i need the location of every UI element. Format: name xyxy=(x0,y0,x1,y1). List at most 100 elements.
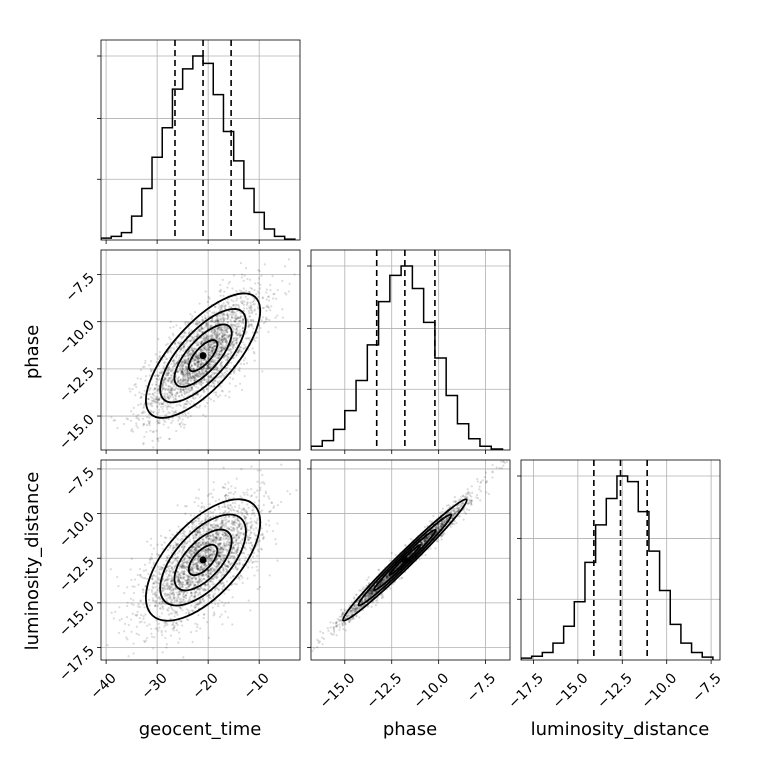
sample-point xyxy=(210,330,214,333)
sample-point xyxy=(198,555,202,558)
sample-point xyxy=(180,563,183,567)
sample-point xyxy=(234,486,237,490)
sample-point xyxy=(146,403,149,406)
sample-point xyxy=(226,520,229,524)
sample-point xyxy=(233,527,236,531)
sample-point xyxy=(208,555,211,558)
sample-point xyxy=(206,557,209,560)
sample-point xyxy=(214,333,217,336)
sample-point xyxy=(221,312,224,315)
sample-point xyxy=(152,574,155,577)
sample-point xyxy=(196,563,199,566)
sample-point xyxy=(221,278,224,281)
sample-point xyxy=(145,423,149,426)
sample-point xyxy=(262,481,265,484)
sample-point xyxy=(186,352,189,355)
sample-point xyxy=(203,370,206,373)
sample-point xyxy=(157,398,160,402)
sample-point xyxy=(214,532,217,535)
sample-point xyxy=(191,386,194,389)
sample-point xyxy=(192,520,196,524)
sample-point xyxy=(194,548,197,551)
sample-point xyxy=(198,535,201,538)
sample-point xyxy=(142,441,145,445)
sample-point xyxy=(274,326,277,329)
sample-point xyxy=(195,533,198,536)
sample-point xyxy=(246,577,249,580)
sample-point xyxy=(183,570,186,573)
sample-point xyxy=(238,523,241,526)
sample-point xyxy=(228,309,231,313)
sample-point xyxy=(169,391,172,394)
sample-point xyxy=(226,534,229,537)
sample-point xyxy=(175,361,179,364)
sample-point xyxy=(207,569,210,572)
sample-point xyxy=(192,561,195,564)
sample-point xyxy=(152,593,155,596)
sample-point xyxy=(210,554,213,557)
sample-point xyxy=(267,519,270,522)
sample-point xyxy=(202,413,205,416)
sample-point xyxy=(158,615,161,618)
sample-point xyxy=(202,368,205,372)
sample-point xyxy=(182,531,185,535)
sample-point xyxy=(193,594,197,598)
sample-point xyxy=(196,354,199,357)
sample-point xyxy=(181,583,185,586)
sample-point xyxy=(181,608,184,612)
sample-point xyxy=(198,588,201,591)
sample-point xyxy=(253,309,256,312)
sample-point xyxy=(233,528,236,531)
sample-point xyxy=(232,337,235,341)
sample-point xyxy=(191,525,194,528)
panel-frame xyxy=(100,39,301,241)
sample-point xyxy=(224,531,227,534)
sample-point xyxy=(204,359,207,362)
sample-point xyxy=(197,564,200,567)
sample-point xyxy=(212,327,216,331)
sample-point xyxy=(169,385,172,388)
sample-point xyxy=(195,496,198,499)
sample-point xyxy=(196,364,199,367)
sample-point xyxy=(139,377,142,380)
sample-point xyxy=(266,304,269,307)
sample-point xyxy=(197,576,201,579)
sample-point xyxy=(198,527,202,530)
sample-point xyxy=(202,578,205,581)
sample-point xyxy=(227,507,230,510)
sample-point xyxy=(220,308,223,311)
sample-point xyxy=(207,548,210,551)
sample-point xyxy=(127,655,130,658)
sample-point xyxy=(196,531,199,534)
sample-point xyxy=(205,550,208,554)
sample-point xyxy=(231,343,234,346)
sample-point xyxy=(208,555,211,558)
sample-point xyxy=(245,303,248,306)
sample-point xyxy=(180,370,184,373)
sample-point xyxy=(182,344,185,347)
sample-point xyxy=(181,564,185,567)
sample-point xyxy=(289,492,292,496)
sample-point xyxy=(214,344,217,347)
sample-point xyxy=(239,314,242,318)
sample-point xyxy=(156,588,159,592)
sample-point xyxy=(220,338,223,341)
sample-point xyxy=(151,439,154,442)
sample-point xyxy=(275,542,278,546)
sample-point xyxy=(201,573,204,576)
sample-point xyxy=(220,351,223,354)
sample-point xyxy=(156,388,160,392)
sample-point xyxy=(217,589,220,592)
sample-point xyxy=(286,490,289,493)
sample-point xyxy=(218,329,222,332)
sample-point xyxy=(237,325,240,328)
sample-point xyxy=(239,325,242,328)
sample-point xyxy=(170,374,173,377)
sample-point xyxy=(176,370,179,374)
sample-point xyxy=(224,367,227,370)
sample-point xyxy=(185,379,188,382)
sample-point xyxy=(170,602,173,605)
sample-point xyxy=(170,605,173,608)
sample-point xyxy=(210,537,213,541)
sample-point xyxy=(227,565,230,568)
